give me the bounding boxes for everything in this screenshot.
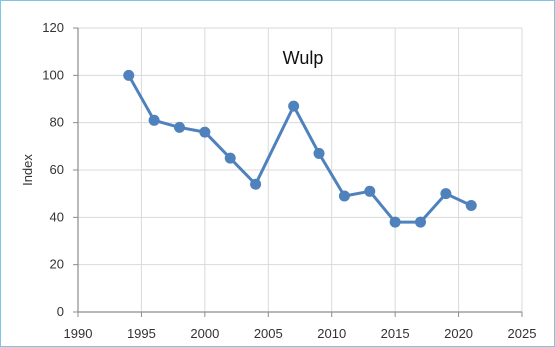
x-tick-label: 2025 (508, 326, 537, 341)
x-tick-label: 1990 (64, 326, 93, 341)
data-point (313, 147, 325, 159)
data-point (123, 69, 135, 81)
chart-title: Wulp (283, 48, 324, 68)
grid (78, 27, 523, 312)
data-point (173, 121, 185, 133)
y-tick-label: 80 (50, 115, 64, 130)
y-tick-labels: 0 20 40 60 80 100 120 (42, 20, 64, 319)
x-tick-label: 2020 (444, 326, 473, 341)
data-point (224, 152, 236, 164)
y-tick-label: 60 (50, 162, 64, 177)
series-line (127, 74, 472, 224)
y-tick-label: 20 (50, 257, 64, 272)
axes (73, 27, 523, 317)
data-point (338, 190, 350, 202)
data-point (288, 100, 300, 112)
x-tick-label: 2005 (254, 326, 283, 341)
y-tick-label: 100 (42, 67, 64, 82)
y-tick-label: 40 (50, 209, 64, 224)
x-tick-label: 2015 (381, 326, 410, 341)
x-tick-label: 2010 (317, 326, 346, 341)
data-point (440, 188, 452, 200)
data-point (465, 200, 477, 211)
y-tick-label: 120 (42, 20, 64, 35)
x-tick-label: 2000 (190, 326, 219, 341)
x-tick-labels: 1990 1995 2000 2005 2010 2015 2020 2025 (64, 326, 537, 341)
data-point (199, 126, 211, 138)
data-point (148, 114, 160, 126)
data-point (364, 185, 376, 197)
data-point (250, 178, 262, 190)
data-point (415, 216, 427, 228)
y-axis-label: Index (20, 154, 35, 186)
data-point (389, 216, 401, 228)
x-tick-label: 1995 (127, 326, 156, 341)
series (123, 69, 477, 228)
y-tick-label: 0 (57, 304, 64, 319)
